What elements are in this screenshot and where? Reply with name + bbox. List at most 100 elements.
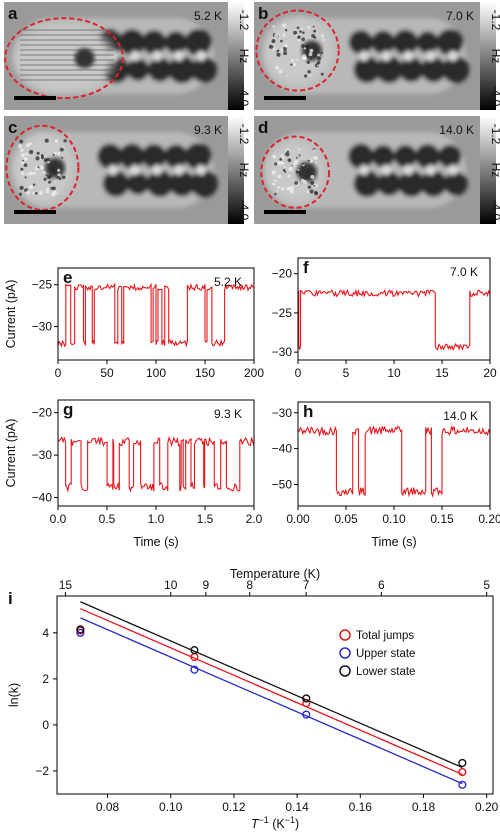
- series-lower: [76, 601, 467, 769]
- panel-label: i: [8, 589, 13, 608]
- x-tick-label: 0.16: [349, 800, 373, 814]
- panel-label: c: [8, 118, 17, 137]
- x-tick-label: 0.10: [159, 800, 183, 814]
- scale-bar: [14, 210, 56, 214]
- y-axis-label: ln(k): [7, 683, 21, 707]
- temperature-label: 9.3 K: [214, 407, 242, 421]
- colorbar-min: -4.0: [489, 200, 500, 221]
- y-tick-label: −40: [272, 442, 293, 456]
- x-tick-label: 0.0: [50, 512, 67, 526]
- y-axis-label: Current (pA): [4, 280, 18, 349]
- arrhenius-panel: i 0.08 0.10 0.12 0.14 0.16 0.18 0.20 4 2 0 −2 15 10 9 8…: [7, 567, 499, 831]
- data-point: [458, 768, 467, 777]
- fit-line: [80, 617, 463, 785]
- x-tick-label: 0: [55, 366, 62, 380]
- panel-label: e: [63, 268, 72, 287]
- y-tick-label: −25: [272, 306, 293, 320]
- colorbar-max: -1.2: [489, 124, 500, 145]
- molecule-image: [14, 132, 218, 208]
- y-tick-label: −30: [32, 448, 53, 462]
- data-point: [302, 694, 311, 703]
- x-tick-label: 150: [195, 366, 215, 380]
- data-point: [458, 758, 467, 768]
- trace-panel-e: 0 50 100 150 200 −25 −30 e 5.2 K Current (pA): [4, 267, 264, 380]
- temperature-label: 5.2 K: [194, 9, 222, 23]
- x-tick-label: 0.08: [96, 800, 120, 814]
- colorbar-max: -1.2: [237, 10, 251, 31]
- current-trace-line: [57, 436, 255, 493]
- x-tick-label: 0.20: [475, 800, 499, 814]
- scale-bar: [14, 96, 56, 100]
- x-tick-label: 0.14: [285, 800, 309, 814]
- x-tick-label: 5: [343, 366, 350, 380]
- x-tick-label: 15: [435, 366, 449, 380]
- colorbar-unit: Hz: [489, 163, 500, 178]
- colorbar-unit: Hz: [489, 49, 500, 64]
- scale-bar: [264, 210, 306, 214]
- legend: Total jumps Upper state Lower state: [339, 629, 415, 678]
- x-tick-label: 0.18: [412, 800, 436, 814]
- temperature-label: 7.0 K: [450, 265, 478, 279]
- x-tick-label: 0.00: [286, 512, 310, 526]
- panel-label: f: [303, 258, 309, 277]
- data-point: [76, 625, 85, 634]
- temperature-label: 5.2 K: [214, 275, 242, 289]
- x-tick-label: 0.12: [222, 800, 246, 814]
- data-point: [190, 665, 199, 674]
- trace-panel-f: 0 5 10 15 20 −20 −25 −30 f 7.0 K: [272, 257, 497, 380]
- fit-line: [80, 608, 463, 776]
- colorbar: -1.2 Hz -4.0: [228, 116, 251, 224]
- colorbar-min: -4.0: [489, 86, 500, 107]
- data-point: [76, 628, 85, 637]
- y-tick-label: −20: [32, 406, 53, 420]
- current-trace-line: [297, 288, 491, 352]
- x-axis-label: Time (s): [371, 535, 416, 549]
- temperature-label: 14.0 K: [443, 409, 478, 423]
- temperature-label: 14.0 K: [439, 123, 474, 137]
- x-tick-label: 1.5: [197, 512, 214, 526]
- data-point: [302, 710, 311, 719]
- x-tick-label: 0.15: [430, 512, 454, 526]
- colorbar: -1.2 Hz -4.0: [480, 116, 500, 224]
- colorbar-unit: Hz: [237, 163, 251, 178]
- y-tick-label: −2: [35, 764, 49, 778]
- x-axis-label: T−1 (K−1): [251, 815, 299, 831]
- x-tick-label: 200: [244, 366, 264, 380]
- dashed-highlight-circle: [260, 135, 331, 209]
- y-tick-label: −20: [272, 267, 293, 281]
- x-tick-label: 100: [146, 366, 166, 380]
- panel-label: h: [303, 402, 313, 421]
- top-tick-label: 10: [164, 578, 178, 592]
- colorbar: -1.2 Hz -4.0: [228, 2, 251, 110]
- x-tick-label: 20: [483, 366, 497, 380]
- x-tick-label: 1.0: [148, 512, 165, 526]
- y-tick-label: −30: [272, 406, 293, 420]
- y-tick-label: −30: [272, 345, 293, 359]
- stm-image-panels: a 5.2 K -1.2 Hz -4.0 b 7.0 K -1.2 Hz -4.0 c 9.3 K -1…: [4, 2, 500, 224]
- plot-frame: [56, 595, 494, 795]
- colorbar-max: -1.2: [489, 10, 500, 31]
- data-point: [458, 780, 467, 789]
- temperature-label: 7.0 K: [446, 9, 474, 23]
- temperature-label: 9.3 K: [194, 123, 222, 137]
- panel-label: b: [258, 4, 268, 23]
- current-trace-line: [297, 425, 491, 498]
- colorbar-max: -1.2: [237, 124, 251, 145]
- y-tick-label: 4: [42, 626, 49, 640]
- panel-label: d: [258, 118, 268, 137]
- x-tick-label: 2.0: [246, 512, 263, 526]
- x-tick-label: 0.10: [382, 512, 406, 526]
- legend-marker: [339, 629, 351, 641]
- top-tick-label: 7: [303, 578, 310, 592]
- colorbar-min: -4.0: [237, 200, 251, 221]
- panel-label: a: [8, 4, 18, 23]
- colorbar: -1.2 Hz -4.0: [480, 2, 500, 110]
- top-tick-label: 6: [378, 578, 385, 592]
- trace-panel-h: 0.00 0.05 0.10 0.15 0.20 −30 −40 −50 h 14.0 K Time…: [272, 401, 500, 549]
- y-tick-label: −40: [32, 491, 53, 505]
- x-tick-label: 0.5: [99, 512, 116, 526]
- legend-marker: [339, 665, 351, 677]
- panel-label: g: [63, 400, 73, 419]
- colorbar-min: -4.0: [237, 86, 251, 107]
